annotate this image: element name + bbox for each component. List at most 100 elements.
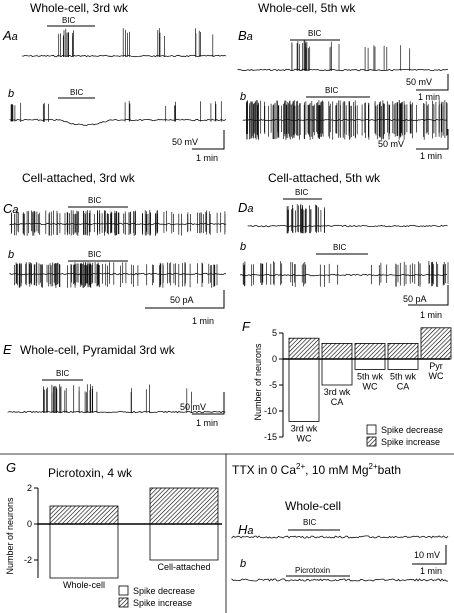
panel-h-title: TTX in 0 Ca2+, 10 mM Mg2+bath (232, 462, 401, 477)
panel-hb-trace (231, 578, 449, 582)
panel-e-scale-bar (192, 392, 225, 415)
panel-g-title: Picrotoxin, 4 wk (48, 466, 133, 480)
category-label: Pyr WC (429, 361, 444, 381)
panel-f-chart: -15 -10 -5 0 5 3rd wk WC 3rd wk CA 5th wk WC 5th wk… (264, 327, 452, 443)
panel-ab-drug-label: BIC (70, 88, 84, 97)
panel-a-title: Whole-cell, 3rd wk (30, 1, 129, 15)
panel-ba-drug-label: BIC (308, 29, 322, 38)
y-tick-label: 0 (272, 354, 277, 364)
panel-g-chart: -2 0 2 Whole-cell Cell-attached (24, 483, 222, 590)
panel-bb-drug-label: BIC (325, 86, 339, 95)
panel-cb-drug-label: BIC (88, 250, 102, 259)
panel-h-label: Ha (238, 522, 254, 537)
panel-d-label: Da (238, 200, 254, 215)
panel-a-scale-bar (192, 130, 225, 150)
panel-cb-trace (9, 262, 227, 288)
panel-ba-scale-bar (416, 74, 449, 91)
panel-d-scale-t: 1 min (420, 310, 442, 320)
panel-b-title: Whole-cell, 5th wk (258, 1, 356, 15)
panel-a-scale-t: 1 min (196, 153, 218, 163)
y-tick-label: -2 (24, 555, 32, 565)
panel-ha-trace (231, 535, 449, 539)
bar-increase (288, 337, 320, 360)
bar-decrease (354, 358, 386, 370)
bar-increase (387, 342, 419, 360)
panel-c-scale-i: 50 pA (170, 295, 194, 305)
panel-e-label: E (3, 342, 12, 357)
panel-ha-drug-label: BIC (303, 518, 317, 527)
panel-f-label: F (242, 319, 251, 334)
panel-db-trace (239, 261, 449, 287)
category-label: 5th wk CA (390, 371, 417, 391)
panel-a-scale-v: 50 mV (172, 137, 198, 147)
panel-e-scale-t: 1 min (196, 418, 218, 428)
bar-decrease (321, 358, 353, 386)
panel-e-drug-label: BIC (56, 369, 70, 378)
panel-ba-trace (237, 40, 449, 72)
panel-c-scale-bar (145, 290, 225, 309)
panel-db-label: b (240, 241, 246, 253)
panel-da-drug-label: BIC (295, 188, 309, 197)
panel-g-legend-decrease: Spike decrease (133, 586, 195, 596)
category-label: Whole-cell (63, 580, 105, 590)
panel-g-label: G (6, 460, 16, 475)
panel-ab-label: b (8, 88, 14, 100)
panel-f-legend-decrease: Spike decrease (381, 425, 443, 435)
panel-f-legend-decrease-swatch (366, 424, 377, 435)
y-tick-label: -15 (264, 432, 277, 442)
panel-a-label: Aa (2, 28, 18, 43)
panel-f-legend-increase-swatch (366, 436, 377, 447)
panel-aa-trace (21, 28, 227, 58)
panel-bb-scale-v: 50 mV (378, 139, 404, 149)
panel-d-scale-i: 50 pA (403, 294, 427, 304)
panel-b-label: Ba (238, 28, 253, 43)
y-tick-label: 5 (272, 328, 277, 338)
category-label: 3rd wk WC (291, 423, 318, 443)
bar-increase (49, 505, 119, 525)
panel-g-legend-decrease-swatch (118, 585, 129, 596)
panel-h-scale-v: 10 mV (414, 550, 440, 560)
panel-ab-trace (9, 100, 227, 127)
panel-hb-drug-label: Picrotoxin (295, 566, 330, 575)
panel-bb-label: b (240, 91, 246, 103)
panel-d-title: Cell-attached, 5th wk (268, 171, 381, 185)
panel-bb-scale-t: 1 min (420, 151, 442, 161)
bar-decrease (288, 358, 320, 422)
panel-ca-trace (9, 210, 227, 236)
panel-f-legend-increase: Spike increase (381, 437, 440, 447)
panel-e-trace (7, 384, 226, 414)
bar-decrease (387, 358, 419, 370)
panel-ba-scale-v: 50 mV (406, 77, 432, 87)
panel-e-title: Whole-cell, Pyramidal 3rd wk (20, 343, 176, 357)
panel-h-scale-bar (412, 545, 447, 565)
panel-hb-label: b (240, 558, 246, 570)
bar-decrease (149, 523, 219, 561)
panel-c-label: Ca (3, 201, 19, 216)
bar-increase (149, 487, 219, 525)
category-label: 3rd wk CA (324, 387, 351, 407)
panel-g-legend-increase-swatch (118, 597, 129, 608)
panel-ca-drug-label: BIC (88, 196, 102, 205)
panel-e-scale-v: 50 mV (180, 402, 206, 412)
panel-db-drug-label: BIC (333, 243, 347, 252)
panel-h-scale-t: 1 min (420, 566, 442, 576)
panel-da-trace (247, 204, 448, 234)
y-tick-label: 0 (27, 519, 32, 529)
panel-h-subtitle: Whole-cell (285, 499, 341, 513)
panel-aa-drug-label: BIC (62, 16, 76, 25)
y-tick-label: -10 (264, 406, 277, 416)
y-tick-label: 2 (27, 483, 32, 493)
panel-ba-scale-t: 1 min (418, 92, 440, 102)
panel-bb-scale-bar (416, 129, 449, 150)
bar-decrease (49, 523, 119, 579)
panel-bb-trace (242, 100, 448, 140)
category-label: 5th wk WC (357, 371, 384, 391)
bar-increase (354, 342, 386, 360)
bar-increase (420, 327, 452, 360)
panel-g-legend-increase: Spike increase (133, 598, 192, 608)
panel-c-scale-t: 1 min (192, 316, 214, 326)
panel-d-scale-bar (408, 285, 449, 306)
panel-f-ylabel: Number of neurons (253, 343, 263, 421)
panel-g-ylabel: Number of neurons (5, 497, 15, 575)
